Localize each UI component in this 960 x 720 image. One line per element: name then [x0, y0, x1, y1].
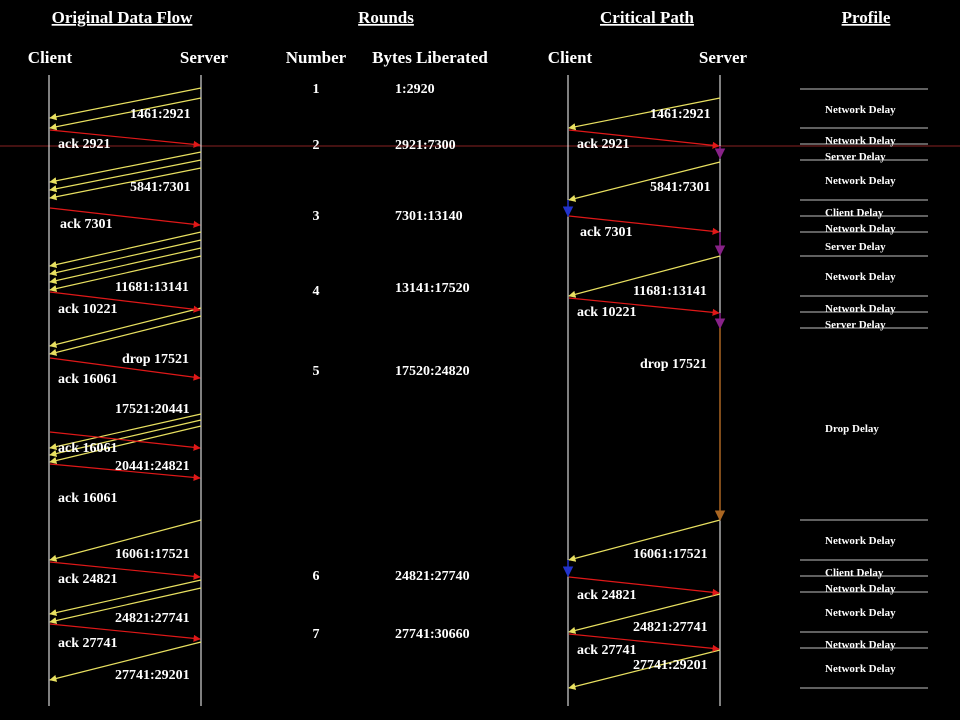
left-label: 24821:27741 — [115, 611, 190, 626]
left-label: 5841:7301 — [130, 180, 191, 195]
profile-label: Server Delay — [825, 319, 886, 331]
profile-label: Network Delay — [825, 135, 896, 147]
profile-label: Server Delay — [825, 241, 886, 253]
round-number: 4 — [313, 284, 320, 299]
profile-label: Network Delay — [825, 535, 896, 547]
round-bytes: 1:2920 — [395, 82, 435, 97]
rounds-table: 1 1:2920 2 2921:7300 3 7301:13140 4 1314… — [313, 82, 470, 642]
critical-label: ack 2921 — [577, 137, 630, 152]
left-label: 16061:17521 — [115, 547, 190, 562]
left-label: ack 24821 — [58, 572, 118, 587]
subheader-server-right: Server — [699, 48, 748, 67]
left-label: 17521:20441 — [115, 402, 190, 417]
profile-label: Drop Delay — [825, 423, 879, 435]
left-data-segments — [49, 87, 202, 682]
subheader-server-left: Server — [180, 48, 229, 67]
left-label: 11681:13141 — [115, 280, 189, 295]
profile-label: Network Delay — [825, 583, 896, 595]
profile-label: Client Delay — [825, 567, 884, 579]
profile-label: Network Delay — [825, 663, 896, 675]
left-label: ack 16061 — [58, 441, 118, 456]
round-number: 2 — [313, 138, 320, 153]
profile-label: Network Delay — [825, 104, 896, 116]
critical-label: ack 24821 — [577, 588, 637, 603]
critical-label: 1461:2921 — [650, 107, 711, 122]
round-bytes: 7301:13140 — [395, 209, 463, 224]
profile-label: Server Delay — [825, 151, 886, 163]
left-label: ack 10221 — [58, 302, 118, 317]
left-label: ack 27741 — [58, 636, 118, 651]
critical-label: 27741:29201 — [633, 658, 708, 673]
profile-label: Client Delay — [825, 207, 884, 219]
round-bytes: 27741:30660 — [395, 627, 470, 642]
subheader-client-right: Client — [548, 48, 593, 67]
round-number: 3 — [313, 209, 320, 224]
subheader-number: Number — [286, 48, 347, 67]
left-label: drop 17521 — [122, 352, 189, 367]
profile-label: Network Delay — [825, 223, 896, 235]
critical-label: ack 27741 — [577, 643, 637, 658]
left-label: 27741:29201 — [115, 668, 190, 683]
subheader-client-left: Client — [28, 48, 73, 67]
critical-label: 5841:7301 — [650, 180, 711, 195]
header-rounds: Rounds — [358, 8, 414, 27]
critical-label: drop 17521 — [640, 357, 707, 372]
left-ack-segments — [49, 129, 201, 642]
subheader-bytes-liberated: Bytes Liberated — [372, 48, 488, 67]
critical-label: 16061:17521 — [633, 547, 708, 562]
profile-label: Network Delay — [825, 175, 896, 187]
critical-label: ack 10221 — [577, 305, 637, 320]
profile-separators — [800, 88, 928, 689]
critical-label: 11681:13141 — [633, 284, 707, 299]
round-number: 1 — [313, 82, 320, 97]
header-critical-path: Critical Path — [600, 8, 694, 27]
left-labels: 1461:2921 ack 2921 5841:7301 ack 7301 11… — [58, 107, 191, 683]
header-original-flow: Original Data Flow — [52, 8, 193, 27]
round-bytes: 2921:7300 — [395, 138, 456, 153]
critical-delay-markers — [562, 146, 726, 578]
critical-data-segments — [568, 97, 721, 690]
critical-label: 24821:27741 — [633, 620, 708, 635]
profile-label: Network Delay — [825, 303, 896, 315]
critical-labels: 1461:2921 ack 2921 5841:7301 ack 7301 11… — [577, 107, 711, 673]
profile-labels: Network Delay Network Delay Server Delay… — [825, 104, 896, 675]
critical-label: ack 7301 — [580, 225, 633, 240]
left-label: ack 7301 — [60, 217, 113, 232]
left-label: 20441:24821 — [115, 459, 190, 474]
round-number: 5 — [313, 364, 320, 379]
profile-label: Network Delay — [825, 607, 896, 619]
round-bytes: 17520:24820 — [395, 364, 470, 379]
round-number: 7 — [313, 627, 320, 642]
left-label: ack 2921 — [58, 137, 111, 152]
round-number: 6 — [313, 569, 320, 584]
left-label: ack 16061 — [58, 372, 118, 387]
round-bytes: 24821:27740 — [395, 569, 470, 584]
critical-ack-segments — [568, 129, 720, 652]
header-profile: Profile — [842, 8, 891, 27]
left-label: ack 16061 — [58, 491, 118, 506]
profile-label: Network Delay — [825, 271, 896, 283]
profile-label: Network Delay — [825, 639, 896, 651]
round-bytes: 13141:17520 — [395, 281, 470, 296]
left-label: 1461:2921 — [130, 107, 191, 122]
